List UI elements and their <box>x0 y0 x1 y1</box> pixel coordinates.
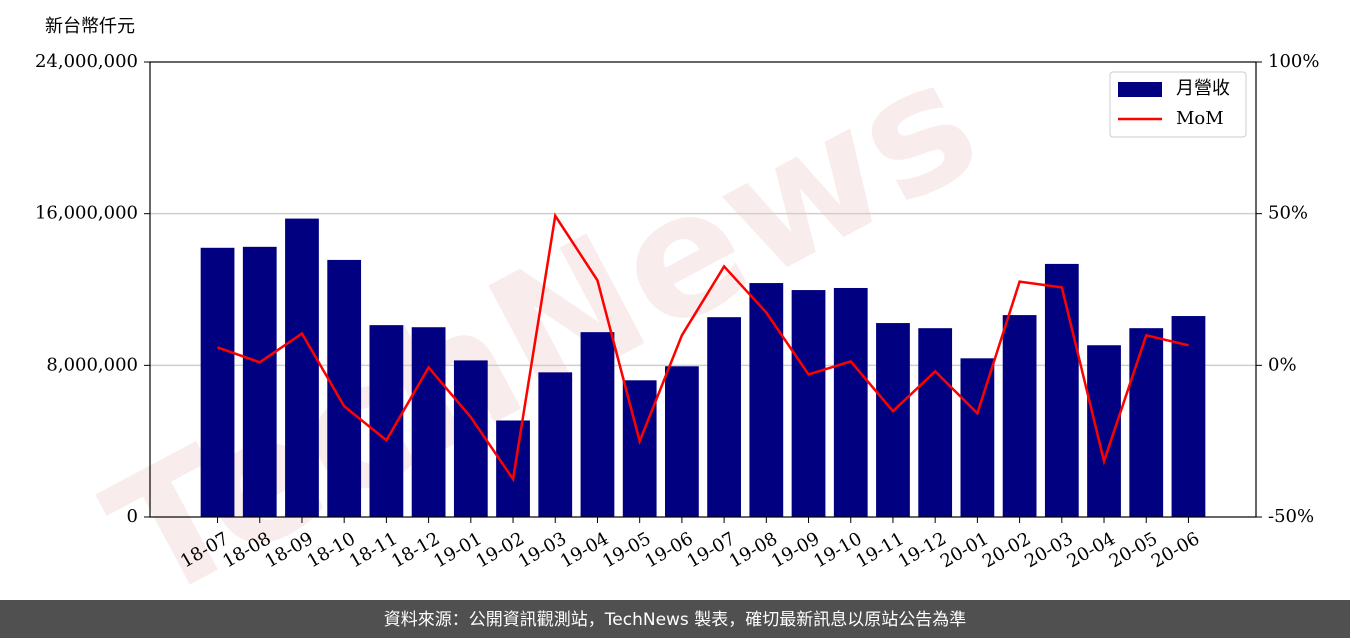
bar <box>1044 263 1079 517</box>
y-axis-title: 新台幣仟元 <box>45 16 135 37</box>
bar <box>833 287 868 517</box>
source-note: 資料來源：公開資訊觀測站，TechNews 製表，確切最新訊息以原站公告為準 <box>384 610 966 630</box>
bar <box>538 372 573 517</box>
bar <box>960 358 995 517</box>
bar <box>1002 315 1037 517</box>
y2-tick-label: 0% <box>1268 354 1297 375</box>
bar <box>580 332 615 517</box>
mom-line <box>217 212 1189 483</box>
y-tick-label: 8,000,000 <box>46 354 138 375</box>
y-tick-label: 0 <box>127 506 138 527</box>
bar <box>411 327 446 517</box>
y-tick-label: 24,000,000 <box>35 51 138 72</box>
bar <box>327 259 362 517</box>
bar <box>1087 345 1121 517</box>
legend-label: 月營收 <box>1176 78 1230 99</box>
bar <box>665 366 699 517</box>
plot-frame <box>149 61 1257 518</box>
y2-tick-label: 50% <box>1268 203 1308 224</box>
bar <box>496 420 530 517</box>
x-tick-label: 20-06 <box>1148 528 1203 572</box>
bar <box>1129 328 1164 517</box>
bar <box>876 323 910 517</box>
y-tick-label: 16,000,000 <box>35 203 138 224</box>
bar <box>453 360 488 517</box>
bar <box>791 290 826 517</box>
bar <box>1171 316 1206 517</box>
bar <box>918 328 953 517</box>
bar <box>749 283 784 517</box>
bar <box>707 317 741 517</box>
bar <box>242 246 277 517</box>
footer-bar <box>0 600 1350 638</box>
y2-tick-label: -50% <box>1268 506 1314 527</box>
legend-label: MoM <box>1176 108 1224 129</box>
bar <box>285 218 319 518</box>
bar <box>200 247 235 517</box>
y2-tick-label: 100% <box>1268 51 1319 72</box>
legend-swatch <box>1118 82 1162 97</box>
